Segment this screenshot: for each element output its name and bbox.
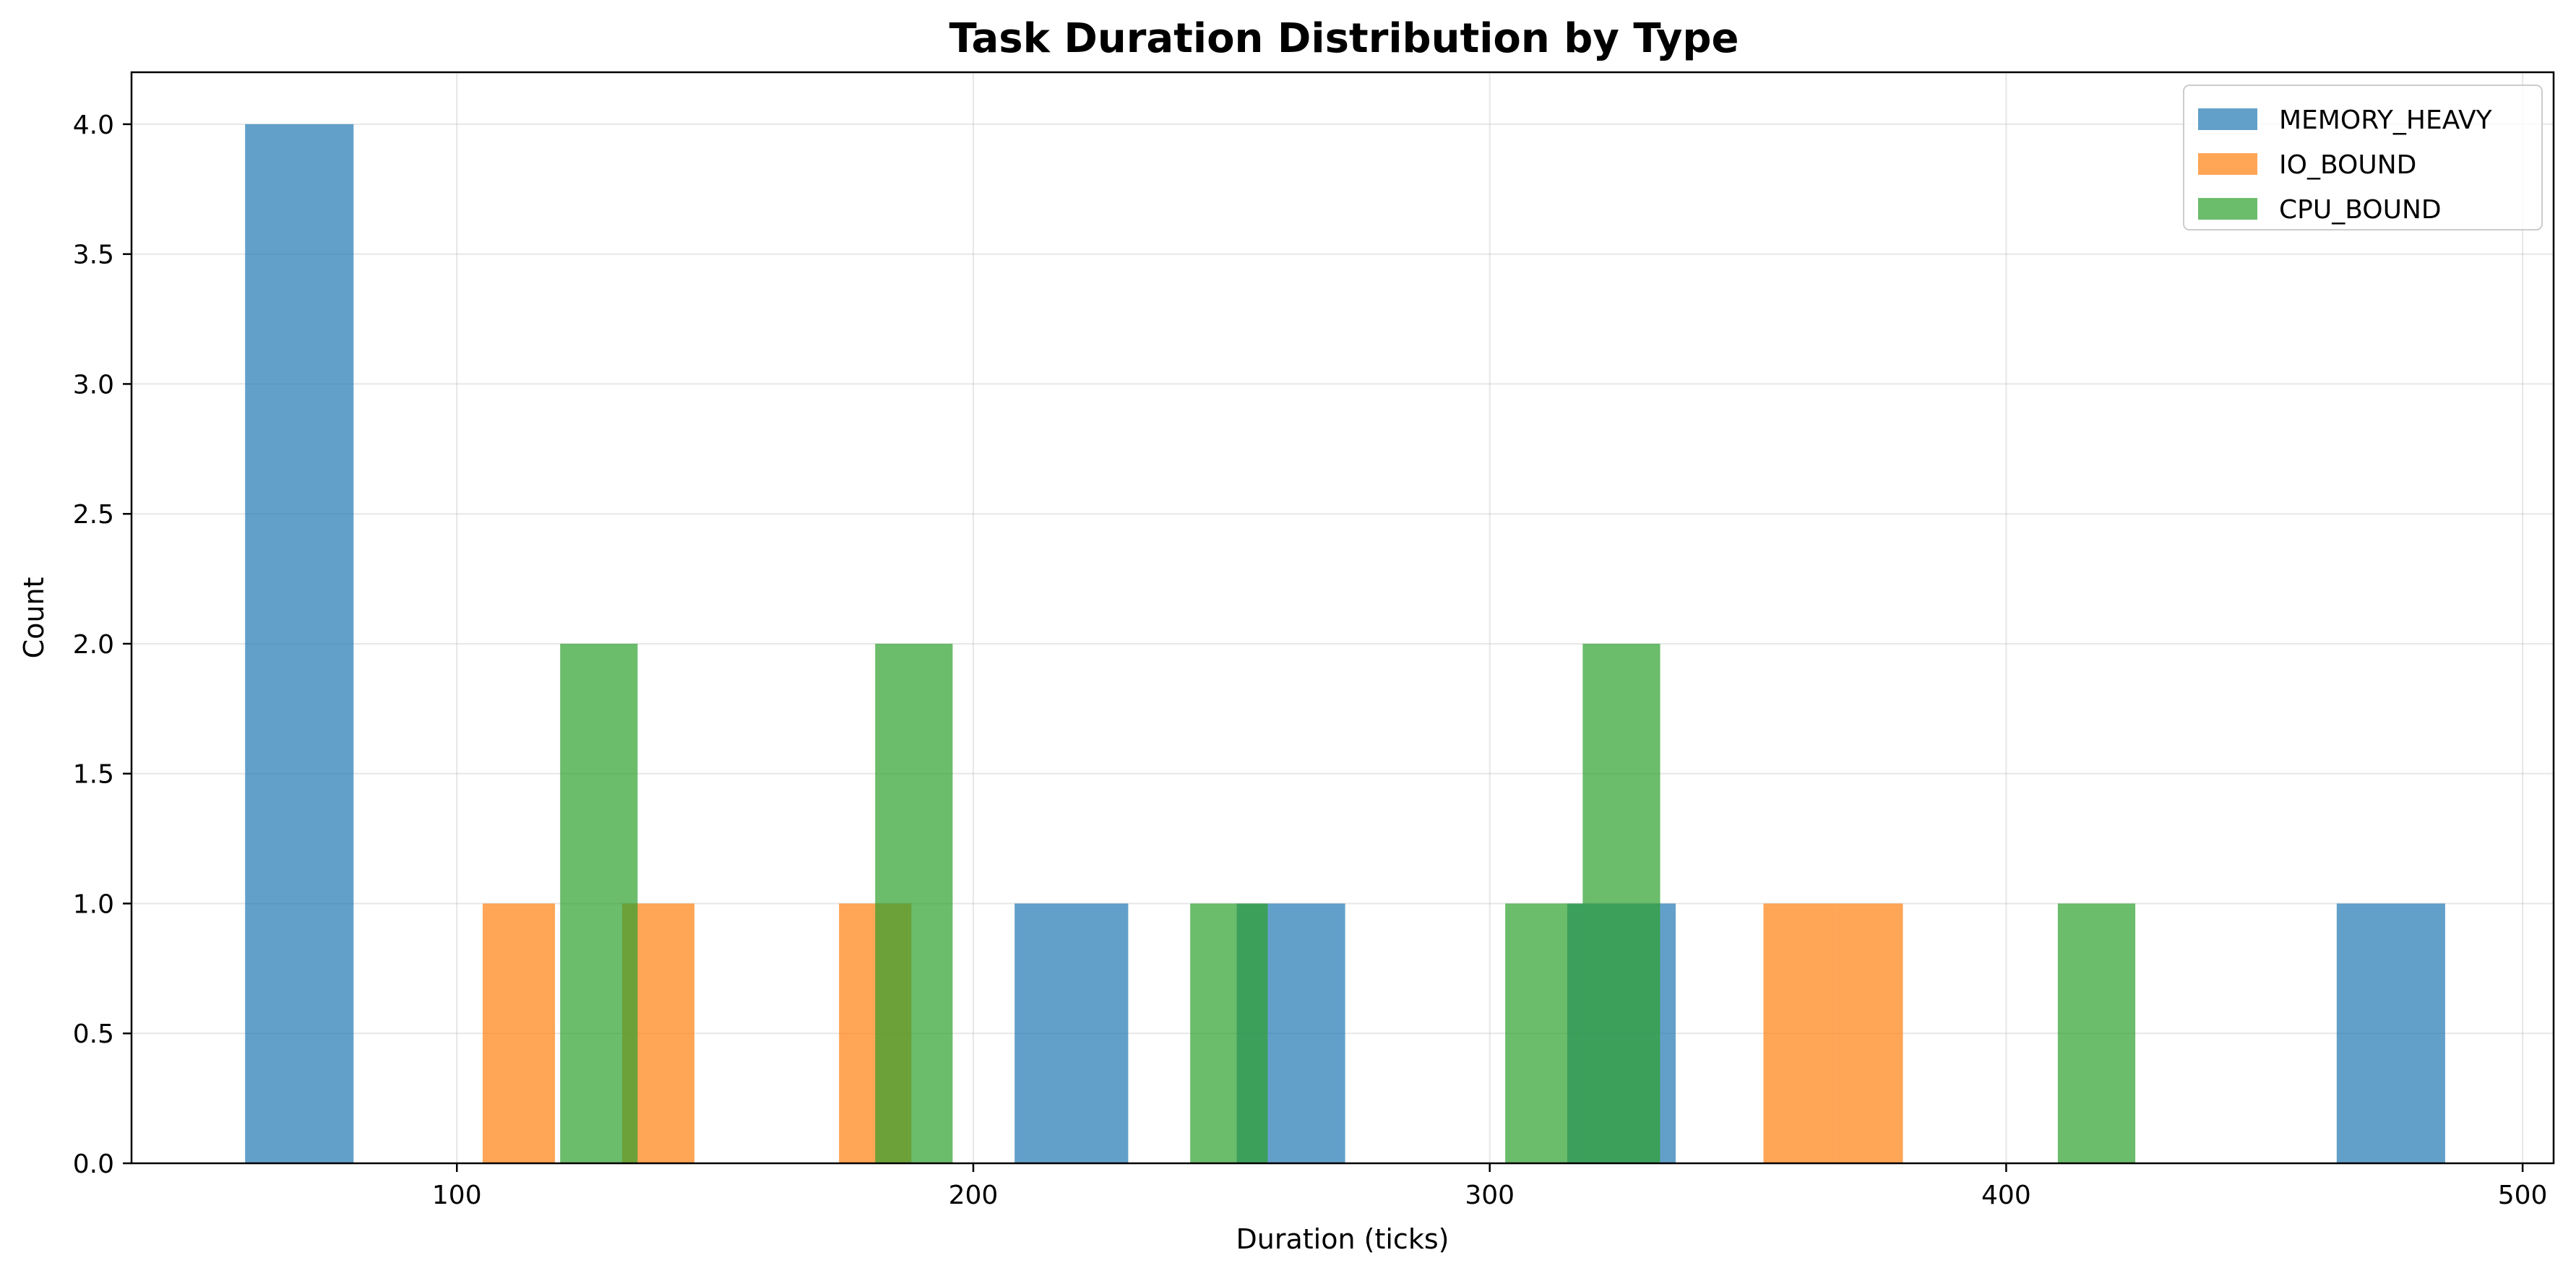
bar-memory-heavy [245,124,354,1163]
legend-swatch [2198,153,2257,175]
y-axis-label: Count [18,577,50,659]
bar-cpu-bound [1582,643,1660,1163]
y-tick-label: 3.0 [73,370,114,400]
y-tick-label: 0.0 [73,1150,114,1179]
legend: MEMORY_HEAVY IO_BOUND CPU_BOUND [2183,85,2543,230]
x-tick-label: 300 [1465,1181,1515,1210]
legend-swatch [2198,198,2257,220]
axis-ticks: 100 200 300 400 500 0.0 0.5 1.0 1.5 2.0 2.5 3.0 3.5 4… [73,111,2548,1210]
bar-cpu-bound [2057,903,2136,1163]
legend-label: CPU_BOUND [2279,195,2442,225]
legend-box [2183,85,2543,230]
x-tick-label: 400 [1981,1181,2031,1210]
bar-memory-heavy [1015,903,1129,1163]
legend-label: IO_BOUND [2279,150,2416,180]
bar-cpu-bound [1190,903,1268,1163]
legend-label: MEMORY_HEAVY [2279,105,2493,135]
legend-swatch [2198,108,2257,130]
y-tick-label: 2.0 [73,630,114,660]
y-tick-label: 2.5 [73,500,114,530]
bar-cpu-bound [560,643,638,1163]
bars [245,124,2445,1163]
bar-io-bound [1763,903,1836,1163]
x-axis-label: Duration (ticks) [1236,1223,1449,1255]
y-tick-label: 4.0 [73,111,114,140]
y-tick-label: 1.0 [73,889,114,919]
chart-title: Task Duration Distribution by Type [949,15,1739,62]
bar-cpu-bound [1505,903,1583,1163]
y-tick-label: 1.5 [73,760,114,790]
bar-memory-heavy [2336,903,2445,1163]
x-tick-label: 100 [432,1181,482,1210]
plot-frame [130,71,2555,1165]
x-tick-label: 500 [2498,1181,2548,1210]
bar-cpu-bound [875,643,953,1163]
x-tick-label: 200 [949,1181,999,1210]
y-tick-label: 3.5 [73,241,114,270]
bar-io-bound [1835,903,1903,1163]
bar-io-bound [483,903,556,1163]
y-tick-label: 0.5 [73,1019,114,1049]
